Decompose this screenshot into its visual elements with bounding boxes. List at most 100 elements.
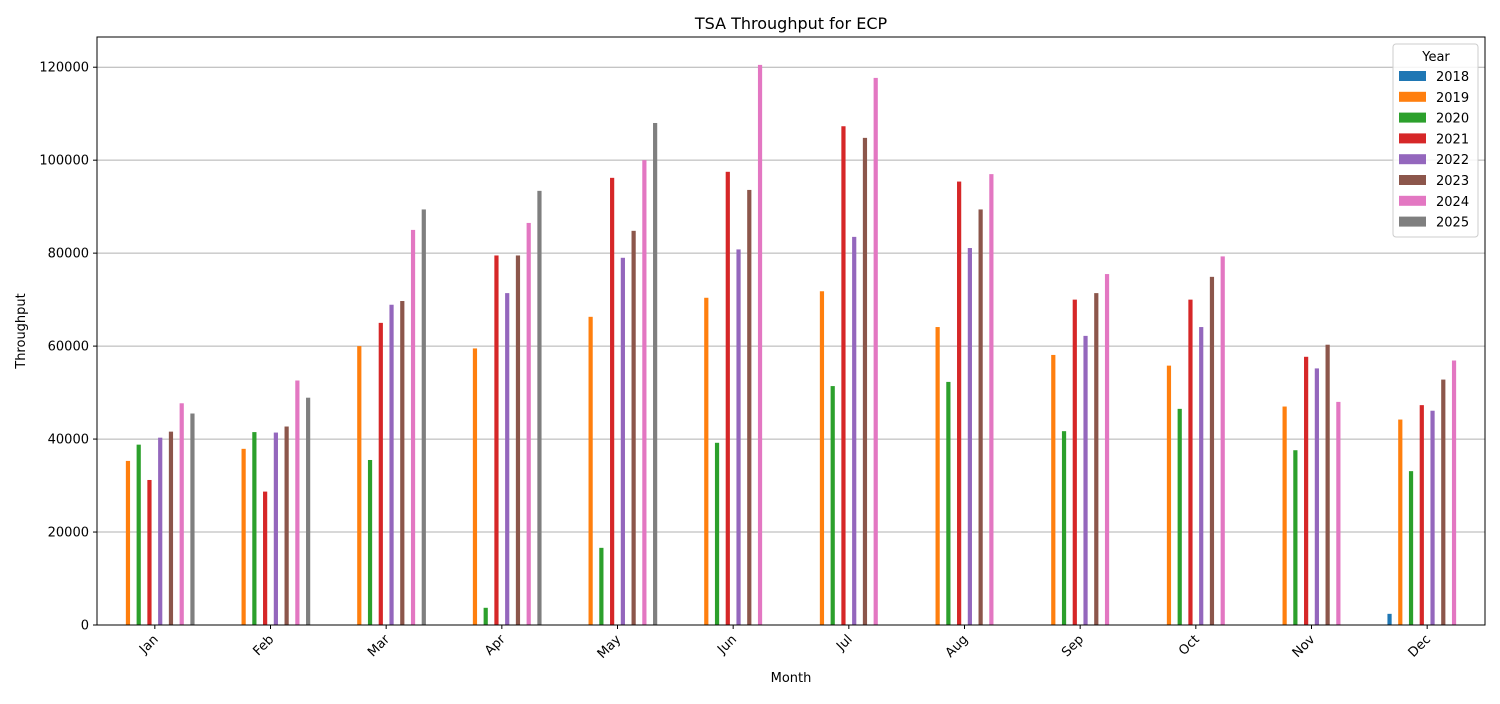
legend-label-2024: 2024 (1436, 195, 1469, 210)
bar-2020-aug (946, 381, 951, 625)
legend-label-2022: 2022 (1436, 153, 1469, 168)
legend-swatch-2023 (1399, 175, 1426, 185)
bar-2025-jan (190, 413, 195, 625)
bar-2020-apr (483, 607, 488, 625)
bar-2019-nov (1282, 406, 1287, 625)
legend-label-2021: 2021 (1436, 132, 1469, 147)
bar-2023-jul (862, 137, 868, 626)
bar-2021-jul (841, 126, 846, 625)
bar-2022-apr (505, 293, 510, 625)
bar-2022-jun (736, 249, 741, 626)
bar-2021-may (610, 177, 615, 625)
bar-2020-jan (136, 444, 141, 625)
legend-label-2020: 2020 (1436, 112, 1469, 127)
bar-2019-jul (819, 291, 825, 625)
x-tick-label: Jun (714, 632, 740, 658)
bar-2024-jun (757, 64, 763, 625)
bar-2024-nov (1336, 401, 1341, 625)
chart-title: TSA Throughput for ECP (694, 14, 888, 33)
bar-2024-sep (1104, 274, 1110, 625)
legend-label-2023: 2023 (1436, 174, 1469, 189)
y-tick-label: 100000 (39, 154, 89, 169)
x-axis-label: Month (771, 671, 812, 686)
legend-swatch-2025 (1399, 216, 1426, 227)
bar-2018-dec (1387, 613, 1392, 625)
legend-swatch-2020 (1399, 112, 1426, 123)
bar-2023-dec (1441, 379, 1446, 625)
bar-2020-sep (1061, 431, 1067, 625)
bar-2021-apr (494, 255, 499, 625)
legend-swatch-2022 (1399, 154, 1426, 165)
bar-2022-may (620, 257, 625, 625)
bar-2020-jul (830, 386, 835, 625)
legend-swatch-2024 (1399, 195, 1426, 206)
legend-title: Year (1421, 50, 1450, 65)
bar-2022-dec (1430, 410, 1435, 625)
bar-2022-nov (1314, 368, 1319, 625)
bar-2025-may (653, 122, 658, 625)
y-tick-label: 0 (81, 619, 89, 634)
bar-2019-mar (357, 346, 362, 625)
bar-2019-oct (1166, 365, 1172, 625)
bar-2024-oct (1220, 256, 1225, 625)
bar-2021-mar (378, 322, 383, 625)
legend: Year 2018 2019 2020 2021 2022 2023 2024 2025 (1392, 43, 1479, 238)
bar-2024-jul (873, 77, 878, 625)
bar-2022-oct (1199, 327, 1204, 625)
bar-2020-jun (714, 442, 720, 625)
y-axis: 0 20000 40000 60000 80000 100000 120000 (39, 61, 97, 634)
x-tick-label: Sep (1059, 632, 1087, 660)
x-tick-label: Feb (250, 632, 277, 659)
bar-2019-feb (241, 448, 246, 625)
bar-2020-oct (1177, 408, 1182, 625)
bar-2022-aug (967, 248, 972, 626)
bars (125, 64, 1457, 626)
legend-label-2019: 2019 (1436, 91, 1469, 106)
bar-2021-nov (1304, 356, 1309, 625)
bar-2022-sep (1083, 335, 1088, 625)
bar-2021-aug (957, 181, 962, 625)
bar-2019-may (588, 316, 593, 625)
bar-2023-jun (747, 189, 752, 625)
x-tick-label: Oct (1176, 632, 1203, 659)
y-tick-label: 20000 (48, 526, 89, 541)
bar-2019-sep (1051, 354, 1056, 625)
bar-2024-dec (1451, 360, 1457, 625)
bar-2023-feb (284, 426, 289, 625)
y-axis-label: Throughput (14, 293, 29, 370)
x-tick-label: Jan (136, 632, 161, 657)
x-tick-label: Apr (482, 632, 509, 659)
y-tick-label: 40000 (48, 433, 89, 448)
legend-swatch-2018 (1399, 71, 1426, 81)
bar-2021-feb (263, 491, 268, 625)
bar-2021-oct (1188, 299, 1193, 625)
bar-2024-aug (989, 174, 994, 625)
bar-2021-jan (147, 479, 152, 625)
bar-2020-may (599, 547, 604, 625)
x-axis: Jan Feb Mar Apr May Jun Jul Aug Sep Oct Nov Dec (136, 625, 1434, 662)
bar-2019-apr (472, 348, 478, 625)
plot-frame (96, 36, 1486, 626)
bar-2023-nov (1325, 344, 1330, 625)
bar-2020-mar (367, 459, 373, 625)
bar-2025-feb (306, 397, 311, 625)
bar-2024-may (642, 160, 647, 626)
legend-label-2018: 2018 (1436, 70, 1469, 85)
x-tick-label: Dec (1406, 632, 1434, 660)
x-tick-label: Jul (833, 632, 855, 654)
bar-2021-jun (725, 171, 730, 626)
bar-2020-dec (1408, 471, 1414, 625)
bar-2024-feb (295, 380, 300, 625)
bar-2023-apr (515, 255, 521, 625)
x-tick-label: Mar (365, 632, 393, 660)
bar-2020-nov (1293, 450, 1298, 625)
bar-2019-jan (125, 460, 131, 625)
bar-2022-feb (273, 432, 278, 625)
y-tick-label: 60000 (48, 340, 89, 355)
bar-2019-jun (704, 297, 709, 625)
bar-2020-feb (252, 432, 257, 625)
x-tick-label: May (595, 632, 625, 662)
bar-2019-dec (1398, 419, 1403, 625)
legend-swatch-2019 (1399, 91, 1426, 102)
